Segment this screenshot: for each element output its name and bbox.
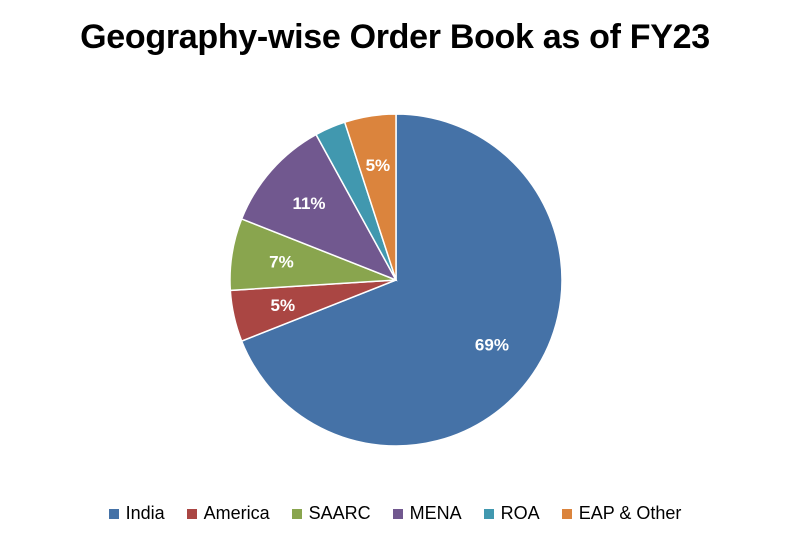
legend-swatch [186, 508, 197, 519]
legend-swatch [561, 508, 572, 519]
legend-label: America [203, 503, 270, 523]
pie-slice-india [240, 113, 563, 447]
legend-swatch [108, 508, 119, 519]
legend-swatch [483, 508, 494, 519]
legend-item-eap-other: EAP & Other [561, 503, 682, 524]
legend-swatch [392, 508, 403, 519]
pie-slice-eap-other [343, 113, 397, 281]
legend-label: MENA [409, 503, 462, 523]
slice-label-america: 5% [271, 296, 296, 315]
legend-item-america: America [186, 503, 270, 524]
pie-labels: 69% 5% 7% 11% 5% [269, 156, 509, 355]
legend-label: SAARC [308, 503, 371, 523]
chart-title: Geography-wise Order Book as of FY23 [80, 18, 710, 56]
slice-label-eap-other: 5% [366, 156, 391, 175]
pie-slice-mena [240, 133, 398, 282]
legend-item-mena: MENA [392, 503, 462, 524]
pie-slices [229, 113, 563, 447]
legend-item-roa: ROA [483, 503, 540, 524]
legend: India America SAARC MENA ROA EAP & Other [0, 503, 790, 524]
slice-label-india: 69% [475, 336, 509, 355]
legend-item-india: India [108, 503, 165, 524]
legend-label: ROA [500, 503, 540, 523]
slice-label-mena: 11% [292, 194, 325, 213]
legend-item-saarc: SAARC [291, 503, 371, 524]
legend-swatch [291, 508, 302, 519]
legend-label: EAP & Other [578, 503, 682, 523]
legend-label: India [125, 503, 165, 523]
slice-label-saarc: 7% [269, 252, 294, 271]
